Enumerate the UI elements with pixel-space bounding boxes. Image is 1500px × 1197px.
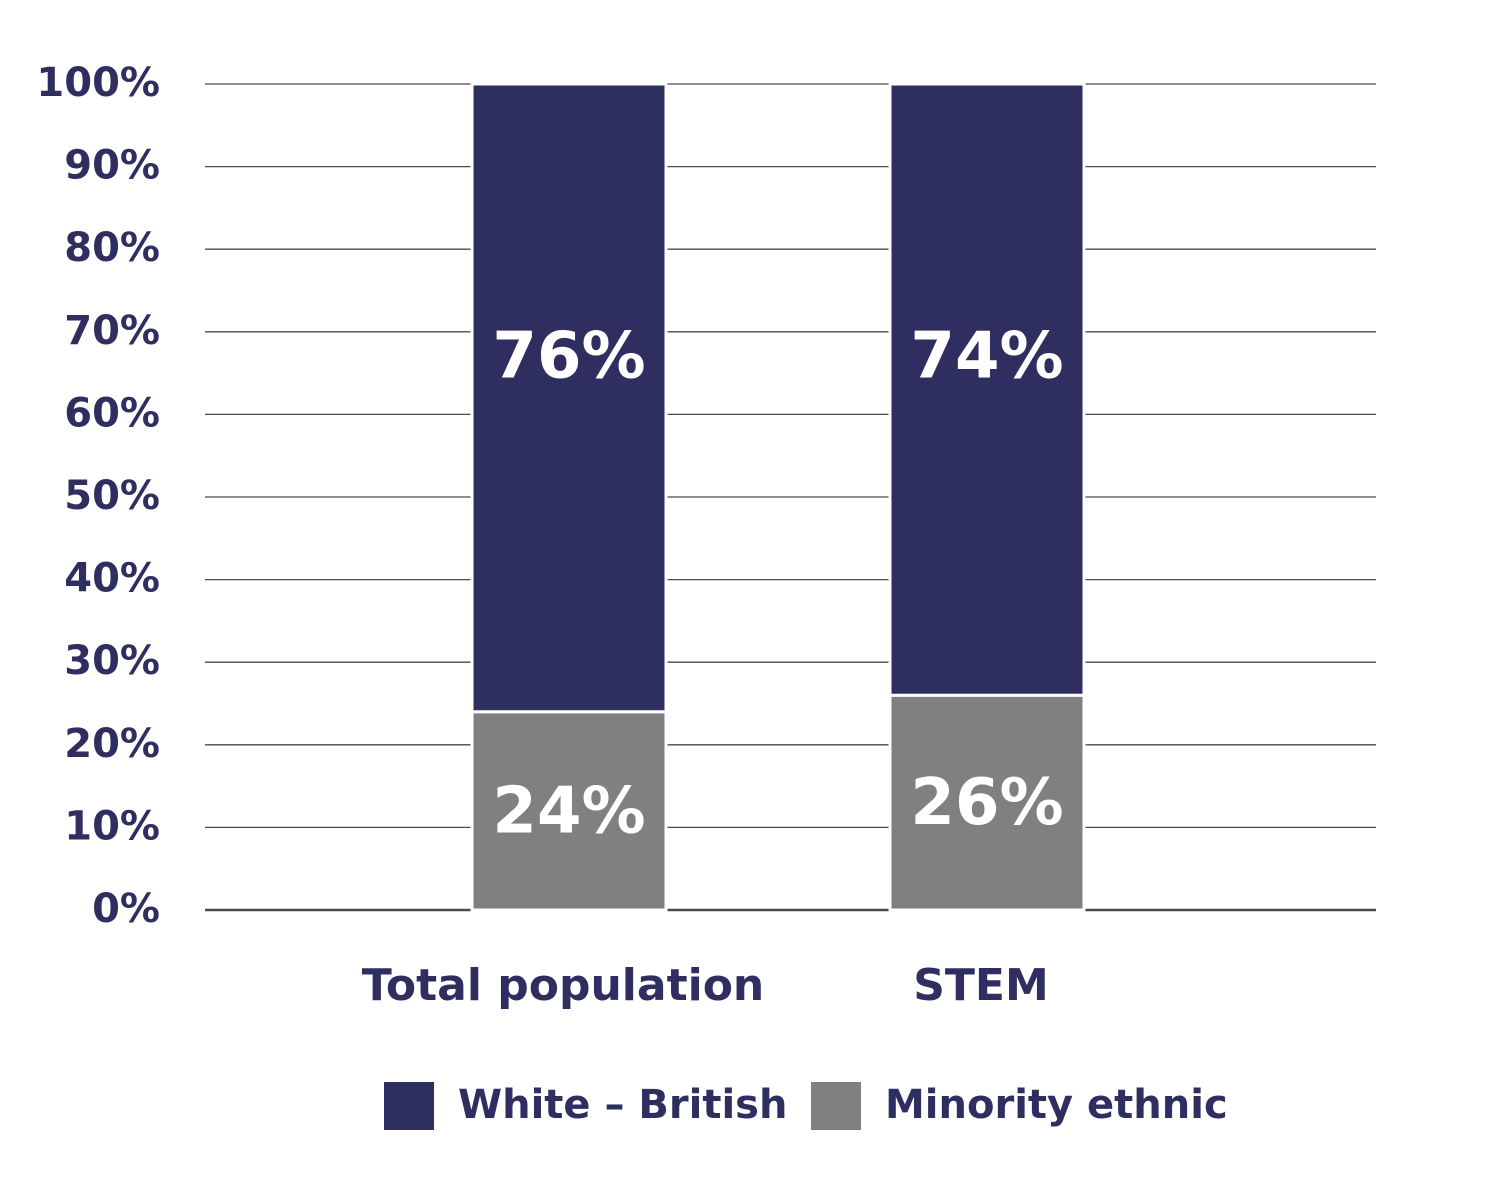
bar-segment [470, 710, 668, 912]
data-label: 24% [492, 774, 645, 848]
x-category-label: STEM [913, 960, 1049, 1011]
data-label: 74% [910, 320, 1063, 394]
y-tick-label: 0% [92, 886, 160, 932]
y-tick-label: 10% [64, 803, 160, 849]
legend-swatch [384, 1082, 434, 1130]
legend-label: Minority ethnic [885, 1082, 1228, 1128]
data-label: 26% [910, 766, 1063, 840]
x-category-label: Total population [362, 960, 765, 1011]
y-tick-label: 70% [64, 308, 160, 354]
y-tick-label: 60% [64, 390, 160, 436]
gridlines [205, 83, 1376, 912]
bar-segment [888, 82, 1086, 697]
legend-label: White – British [458, 1082, 787, 1128]
y-axis-ticks: 0% 10% 20% 30% 40% 50% 60% 70% 80% 90% 100% [36, 60, 160, 932]
y-tick-label: 80% [64, 225, 160, 271]
y-tick-label: 90% [64, 143, 160, 189]
legend-swatch [811, 1082, 861, 1130]
x-axis-categories: Total population STEM [362, 960, 1049, 1011]
y-tick-label: 50% [64, 473, 160, 519]
y-tick-label: 20% [64, 721, 160, 767]
bar-segment [470, 82, 668, 714]
y-tick-label: 30% [64, 638, 160, 684]
data-label: 76% [492, 320, 645, 394]
bars: 24% 76% 26% 74% [470, 82, 1086, 912]
y-tick-label: 40% [64, 556, 160, 602]
bar-segment [888, 693, 1086, 912]
legend: White – British Minority ethnic [384, 1082, 1228, 1130]
y-tick-label: 100% [36, 60, 160, 106]
